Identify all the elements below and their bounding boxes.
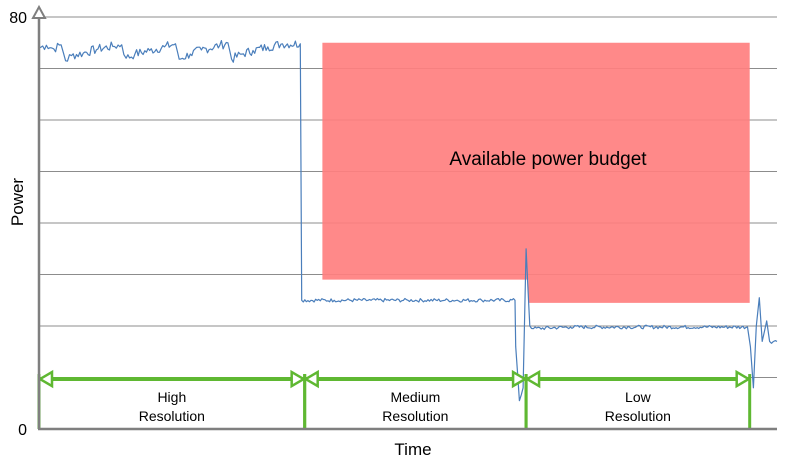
axes [31,4,777,431]
phase-label-line2: Resolution [139,408,205,424]
y-tick-labels: 0 80 [9,10,27,439]
phase-label-line1: Low [625,389,652,405]
y-axis-arrowhead [31,4,47,19]
x-axis-label: Time [394,440,431,459]
budget-area [322,42,750,303]
phase-arrowhead-left [303,369,319,389]
phase-arrowhead-right [735,369,752,389]
phase-2: Low Resolution [524,369,752,429]
phase-arrowhead-right [511,369,528,389]
phase-label-line2: Resolution [605,408,671,424]
phase-1: Medium Resolution [303,369,528,429]
phase-arrowhead-right [290,369,307,389]
budget-label: Available power budget [449,149,647,170]
y-tick-label: 80 [9,10,27,27]
y-axis-label: Power [8,178,27,227]
phase-0: High Resolution [37,369,307,429]
phase-label-line1: High [157,389,186,405]
phase-arrowhead-left [524,369,541,389]
phase-annotations: High Resolution Medium Resolution Low Resolut… [37,369,752,429]
power-series [38,39,778,402]
phase-label-line1: Medium [390,389,440,405]
y-tick-label: 0 [18,422,27,439]
power-budget-region [322,42,750,303]
phase-arrowhead-left [37,369,54,389]
power-line [38,39,778,402]
phase-label-line2: Resolution [382,408,448,424]
